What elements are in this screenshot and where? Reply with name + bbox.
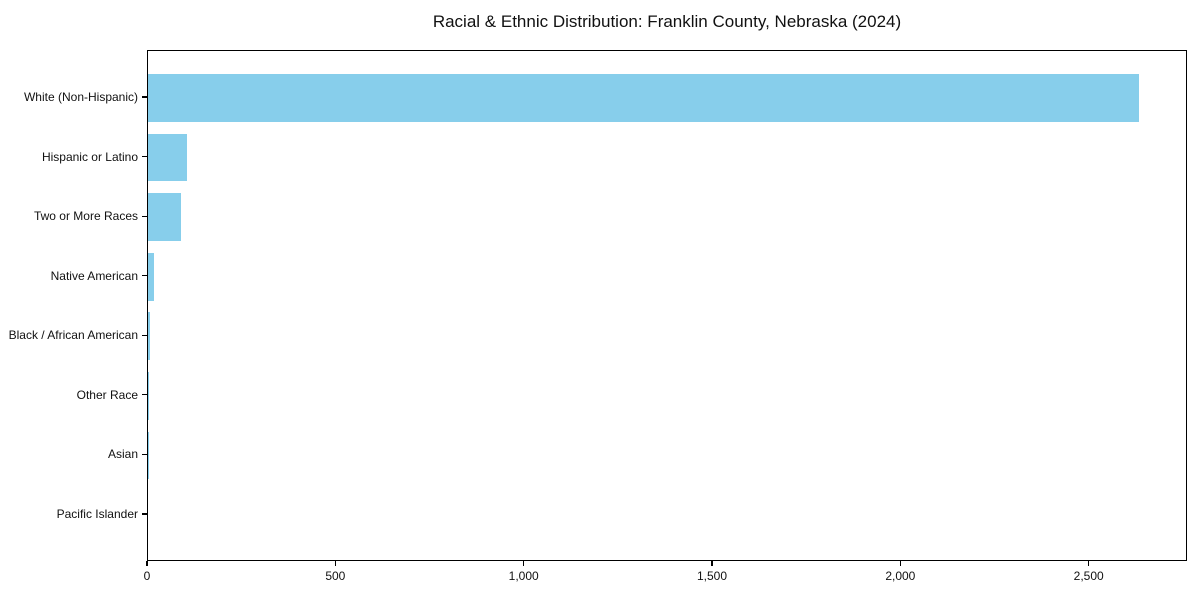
x-tick-mark-1500 bbox=[711, 561, 713, 566]
y-tick-mark-asian bbox=[142, 453, 147, 456]
y-tick-label-two-or-more-races: Two or More Races bbox=[33, 209, 138, 224]
y-tick-mark-black-african-american bbox=[142, 334, 147, 336]
bar-asian bbox=[148, 431, 149, 480]
y-tick-mark-other-race bbox=[142, 394, 147, 396]
chart-title: Racial & Ethnic Distribution: Franklin C… bbox=[432, 12, 902, 31]
x-tick-label-0: 0 bbox=[143, 569, 151, 583]
bar-native-american bbox=[148, 252, 155, 301]
x-tick-mark-1000 bbox=[523, 561, 525, 566]
bar-white-non-hispanic bbox=[148, 74, 1139, 122]
y-tick-label-pacific-islander: Pacific Islander bbox=[56, 506, 138, 521]
x-tick-label-1500: 1,500 bbox=[696, 569, 728, 583]
bar-hispanic-or-latino bbox=[148, 133, 187, 182]
x-tick-label-500: 500 bbox=[325, 569, 346, 583]
y-tick-mark-pacific-islander bbox=[142, 513, 147, 515]
y-tick-mark-two-or-more-races bbox=[142, 215, 147, 217]
bar-other-race bbox=[148, 372, 150, 420]
x-tick-mark-500 bbox=[334, 561, 336, 566]
bar-black-african-american bbox=[148, 312, 150, 361]
x-tick-label-2500: 2,500 bbox=[1073, 569, 1104, 583]
x-tick-label-2000: 2,000 bbox=[885, 569, 916, 583]
bar-two-or-more-races bbox=[148, 193, 182, 241]
y-tick-mark-white-non-hispanic bbox=[142, 96, 147, 98]
bars-layer bbox=[148, 51, 1186, 560]
x-tick-label-1000: 1,000 bbox=[508, 569, 539, 583]
y-tick-label-white-non-hispanic: White (Non-Hispanic) bbox=[23, 90, 138, 105]
y-tick-mark-hispanic-or-latino bbox=[142, 155, 147, 158]
y-tick-label-other-race: Other Race bbox=[76, 387, 138, 402]
x-tick-mark-2000 bbox=[899, 561, 901, 566]
plot-area bbox=[147, 50, 1187, 561]
y-tick-label-black-african-american: Black / African American bbox=[8, 328, 138, 343]
y-tick-mark-native-american bbox=[142, 275, 147, 277]
x-tick-mark-0 bbox=[146, 561, 148, 566]
y-tick-label-native-american: Native American bbox=[50, 268, 138, 283]
x-tick-mark-2500 bbox=[1088, 561, 1090, 566]
y-tick-label-hispanic-or-latino: Hispanic or Latino bbox=[41, 149, 138, 164]
y-tick-label-asian: Asian bbox=[107, 447, 138, 462]
